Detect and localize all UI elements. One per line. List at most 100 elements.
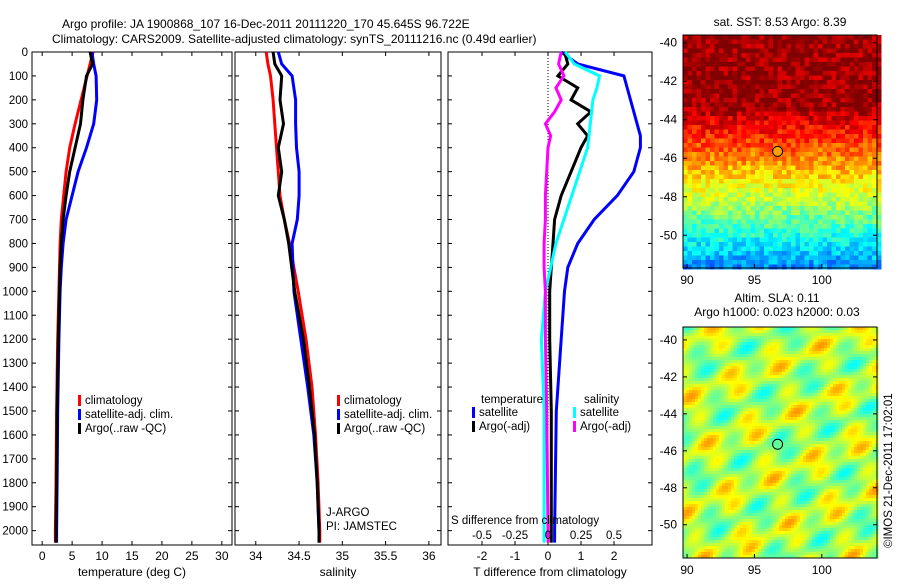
map-cell (833, 378, 837, 382)
map-cell (800, 414, 804, 418)
map-cell (791, 426, 795, 430)
map-cell (823, 175, 828, 180)
map-cell (752, 348, 756, 352)
map-cell (821, 399, 825, 403)
map-cell (842, 354, 846, 358)
map-cell (869, 390, 873, 394)
map-cell (860, 387, 864, 391)
map-cell (845, 393, 849, 397)
map-cell (815, 411, 819, 415)
map-cell (725, 360, 729, 364)
map-cell (809, 148, 814, 153)
map-cell (776, 396, 780, 400)
map-cell (827, 58, 832, 63)
map-cell (722, 333, 726, 337)
map-cell (854, 348, 858, 352)
map-cell (850, 148, 855, 153)
map-cell (791, 170, 796, 175)
map-cell (782, 429, 786, 433)
map-cell (704, 408, 708, 412)
map-cell (791, 378, 795, 382)
map-cell (791, 148, 796, 153)
map-cell (722, 399, 726, 403)
map-cell (725, 375, 729, 379)
map-cell (733, 62, 738, 67)
map-cell (692, 139, 697, 144)
map-cell (842, 378, 846, 382)
map-cell (836, 265, 841, 270)
map-cell (803, 387, 807, 391)
map-cell (719, 166, 724, 171)
map-cell (863, 363, 867, 367)
map-cell (701, 76, 706, 81)
map-cell (701, 134, 706, 139)
map-cell (872, 71, 877, 76)
map-cell (779, 354, 783, 358)
map-cell (815, 378, 819, 382)
map-cell (872, 357, 876, 361)
map-cell (764, 76, 769, 81)
map-cell (724, 94, 729, 99)
map-cell (809, 179, 814, 184)
legend-swatch (337, 423, 340, 434)
map-cell (698, 375, 702, 379)
map-cell (809, 336, 813, 340)
map-cell (850, 40, 855, 45)
map-cell (818, 152, 823, 157)
map-cell (803, 342, 807, 346)
map-cell (706, 98, 711, 103)
map-cell (755, 366, 759, 370)
map-cell (755, 103, 760, 108)
map-cell (833, 336, 837, 340)
map-cell (842, 360, 846, 364)
map-cell (733, 85, 738, 90)
map-cell (737, 107, 742, 112)
map-cell (701, 206, 706, 211)
map-cell (769, 184, 774, 189)
map-cell (800, 417, 804, 421)
map-cell (787, 224, 792, 229)
map-cell (758, 378, 762, 382)
map-cell (688, 89, 693, 94)
map-cell (692, 265, 697, 270)
map-cell (692, 143, 697, 148)
map-cell (725, 402, 729, 406)
map-cell (692, 170, 697, 175)
map-cell (854, 375, 858, 379)
map-cell (860, 354, 864, 358)
map-cell (869, 357, 873, 361)
map-cell (815, 363, 819, 367)
map-cell (697, 215, 702, 220)
map-cell (701, 417, 705, 421)
map-cell (845, 94, 850, 99)
map-cell (724, 35, 729, 40)
map-cell (815, 342, 819, 346)
map-cell (796, 247, 801, 252)
map-cell (725, 435, 729, 439)
map-cell (710, 260, 715, 265)
map-cell (805, 58, 810, 63)
map-cell (743, 333, 747, 337)
y-tick-label: -50 (660, 228, 678, 242)
map-cell (860, 393, 864, 397)
map-cell (698, 429, 702, 433)
map-cell (809, 98, 814, 103)
map-cell (770, 423, 774, 427)
map-cell (760, 247, 765, 252)
map-cell (850, 134, 855, 139)
map-cell (818, 116, 823, 121)
map-cell (701, 438, 705, 442)
map-cell (724, 166, 729, 171)
map-cell (827, 116, 832, 121)
map-cell (746, 206, 751, 211)
map-cell (785, 417, 789, 421)
y-tick-label: 300 (9, 119, 28, 131)
map-cell (814, 152, 819, 157)
map-cell (769, 116, 774, 121)
map-cell (818, 251, 823, 256)
map-cell (764, 166, 769, 171)
map-cell (827, 206, 832, 211)
map-cell (683, 134, 688, 139)
map-cell (818, 193, 823, 198)
map-cell (806, 327, 810, 331)
